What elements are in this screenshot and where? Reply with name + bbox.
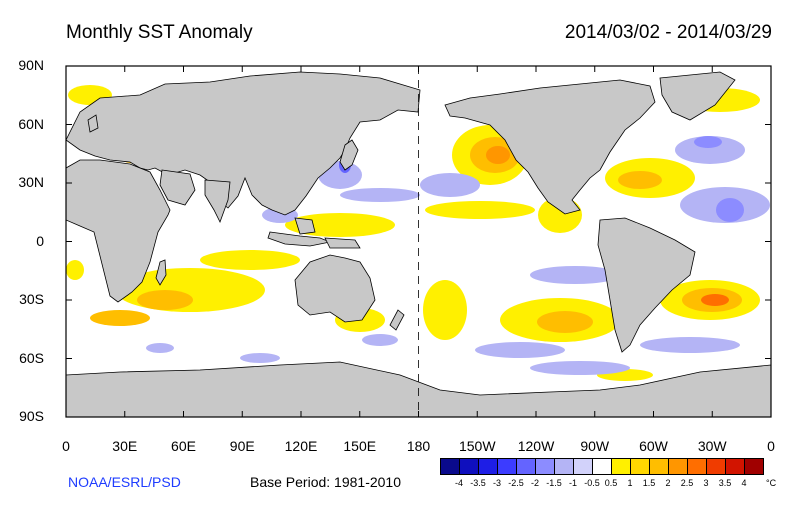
colorbar-swatch	[573, 458, 593, 475]
new-guinea	[324, 237, 361, 249]
colorbar-swatch	[554, 458, 574, 475]
colorbar-label: -2	[530, 478, 540, 488]
colorbar-label: -2.5	[508, 478, 524, 488]
x-tick-label: 0	[767, 438, 775, 454]
madagascar	[155, 259, 167, 286]
base-period-label: Base Period: 1981-2010	[250, 474, 401, 490]
x-tick-label: 30E	[112, 438, 138, 454]
colorbar-swatch	[668, 458, 688, 475]
x-tick-label: 60W	[639, 438, 668, 454]
y-tick-label: 60S	[19, 349, 44, 366]
y-tick-label: 0	[36, 232, 44, 249]
colorbar-swatch	[459, 458, 479, 475]
colorbar-swatch	[630, 458, 650, 475]
borneo	[294, 217, 316, 235]
colorbar-label: 3.5	[718, 478, 732, 488]
x-tick-label: 150E	[343, 438, 377, 454]
africa-landmass	[66, 159, 171, 303]
australia-landmass	[294, 254, 376, 323]
x-tick-label: 0	[62, 438, 70, 454]
colorbar-swatch	[725, 458, 745, 475]
colorbar-unit: °C	[766, 478, 777, 488]
colorbar-label: -0.5	[584, 478, 600, 488]
eurasia-landmass	[66, 71, 421, 216]
land-layer	[66, 71, 771, 417]
new-zealand	[389, 309, 405, 331]
japan-islands	[339, 139, 359, 171]
colorbar-swatch	[478, 458, 498, 475]
tick-marks	[65, 65, 772, 418]
south-america-landmass	[597, 217, 696, 353]
x-tick-label: 90E	[229, 438, 255, 454]
date-range: 2014/03/02 - 2014/03/29	[564, 22, 772, 43]
x-tick-label: 90W	[580, 438, 610, 454]
y-tick-label: 60N	[18, 115, 44, 132]
colorbar-label: 1.5	[642, 478, 656, 488]
colorbar-swatch	[744, 458, 764, 475]
credit-label: NOAA/ESRL/PSD	[68, 474, 181, 490]
colorbar-swatch	[516, 458, 536, 475]
y-tick-label: 30S	[19, 291, 44, 307]
x-tick-label: 120W	[517, 438, 555, 454]
arabia-landmass	[159, 169, 196, 206]
colorbar-label: 1	[627, 478, 633, 488]
x-tick-label: 180	[406, 438, 431, 454]
x-tick-label: 60E	[171, 438, 196, 454]
y-tick-label: 30N	[18, 174, 44, 190]
colorbar-label: 4	[741, 478, 747, 488]
north-america-landmass	[444, 79, 656, 215]
colorbar-swatch	[535, 458, 555, 475]
map-title: Monthly SST Anomaly	[66, 22, 253, 43]
colorbar-label: -4	[454, 478, 464, 488]
colorbar-swatch	[611, 458, 631, 475]
colorbar-label: -1	[568, 478, 578, 488]
warm-anomaly-layer	[66, 85, 760, 381]
greenland-landmass	[659, 71, 736, 121]
colorbar-label: -3	[492, 478, 502, 488]
y-tick-label: 90S	[19, 408, 44, 424]
colorbar-swatch	[687, 458, 707, 475]
y-tick-label: 90N	[18, 57, 44, 73]
x-tick-label: 120E	[284, 438, 318, 454]
colorbar-label: 2	[665, 478, 671, 488]
colorbar-label: 2.5	[680, 478, 694, 488]
colorbar-label: -3.5	[470, 478, 486, 488]
colorbar-label: 3	[703, 478, 709, 488]
colorbar-swatch	[649, 458, 669, 475]
india-landmass	[204, 179, 231, 224]
colorbar-swatch	[592, 458, 612, 475]
colorbar-swatch	[497, 458, 517, 475]
colorbar-swatch	[706, 458, 726, 475]
x-tick-label: 150W	[458, 438, 496, 454]
colorbar-label: 0.5	[604, 478, 618, 488]
colorbar-swatch	[440, 458, 460, 475]
indonesia-islands	[267, 231, 332, 247]
x-tick-label: 30W	[697, 438, 727, 454]
british-isles	[87, 114, 99, 133]
colorbar-label: -1.5	[546, 478, 562, 488]
